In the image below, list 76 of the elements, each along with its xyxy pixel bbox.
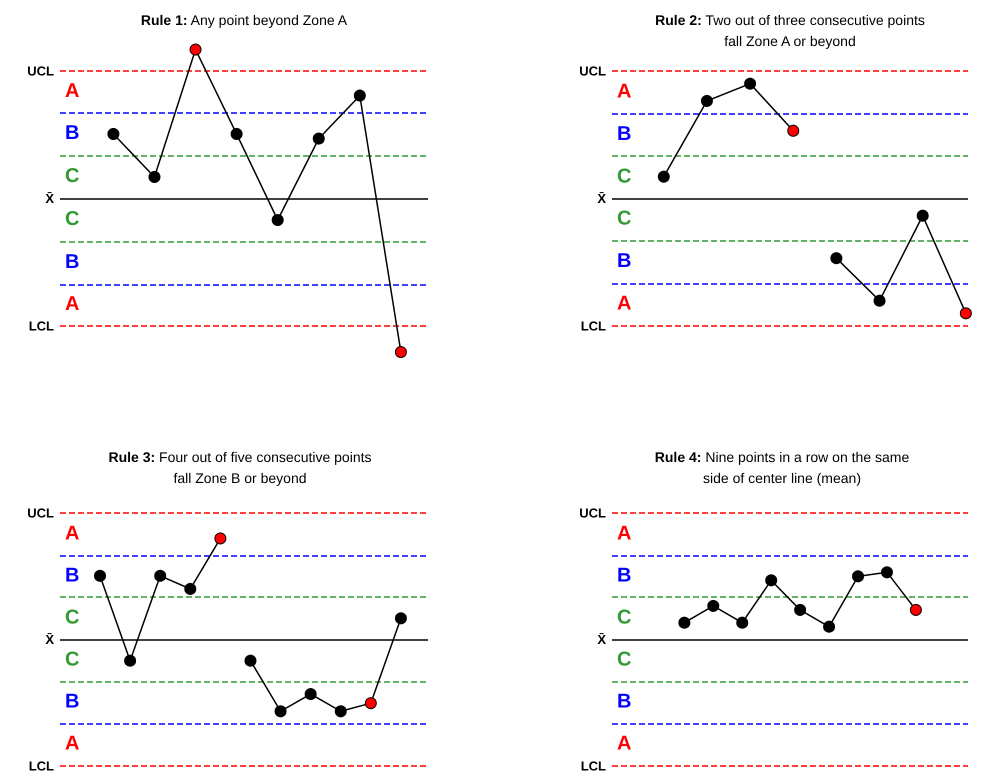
ref-line-label: X̄ (45, 191, 54, 206)
chart-title: Rule 1: Any point beyond Zone A (140, 11, 348, 30)
point (312, 132, 325, 145)
text: A (617, 522, 632, 544)
annotation: C (65, 165, 80, 187)
point (214, 532, 226, 544)
text: C (617, 606, 632, 628)
point (304, 688, 317, 700)
annotation: B (65, 122, 80, 144)
annotation: A (617, 292, 632, 315)
annotation: A (65, 293, 80, 316)
point (736, 616, 748, 629)
point (678, 616, 690, 629)
chart-title: Rule 4: Nine points in a row on the same side of center line (mean) (654, 448, 910, 488)
point (707, 600, 720, 612)
point (916, 210, 929, 222)
point (744, 78, 756, 90)
point (354, 90, 366, 102)
point (910, 604, 922, 616)
point (794, 604, 806, 616)
ref-line-label: X̄ (597, 632, 606, 647)
point (190, 44, 202, 56)
point (272, 214, 284, 226)
text: B (617, 690, 632, 713)
ref-line-label: LCL (28, 318, 54, 334)
annotation: B (617, 122, 632, 145)
ref-line-label: LCL (28, 758, 54, 774)
text: A (617, 732, 632, 755)
text: B (617, 564, 632, 586)
point (334, 705, 347, 718)
point (830, 252, 842, 264)
annotation: A (617, 80, 632, 102)
point (880, 566, 893, 578)
point (107, 128, 120, 140)
ref-line-label: UCL (579, 64, 606, 79)
annotation: C (617, 165, 632, 188)
annotation: A (65, 522, 80, 544)
ref-line-label: UCL (27, 64, 54, 79)
point (394, 346, 407, 358)
point (394, 612, 407, 624)
ref-line-label: UCL (579, 506, 606, 521)
chart-title: Rule 2: Two out of three consecutive points fall Zone A or beyond (655, 11, 925, 51)
point (700, 94, 713, 107)
annotation: B (65, 690, 80, 713)
annotation: C (617, 208, 632, 230)
annotation: A (65, 80, 80, 102)
chart-title: Rule 3: Four out of five consecutive points fall Zone B or beyond (107, 448, 373, 488)
ref-line-label: X̄ (45, 632, 54, 647)
point (852, 570, 864, 582)
point (274, 705, 287, 718)
ref-line-label: X̄ (597, 191, 606, 206)
annotation: B (617, 250, 632, 272)
text: C (617, 648, 632, 671)
point (184, 582, 196, 595)
point (658, 170, 670, 183)
point (230, 128, 243, 140)
annotation: B (65, 251, 80, 273)
annotation: B (65, 564, 80, 586)
annotation: C (65, 648, 80, 671)
point (823, 620, 836, 633)
point (148, 171, 160, 183)
point (765, 574, 778, 586)
point (874, 294, 886, 307)
point (960, 307, 972, 320)
annotation: C (65, 606, 80, 628)
point (154, 570, 166, 582)
ref-line-label: UCL (27, 506, 54, 521)
point (244, 654, 256, 667)
point (94, 570, 106, 582)
ref-line-label: LCL (580, 758, 606, 774)
annotation: C (65, 208, 80, 230)
ref-line-label: LCL (580, 318, 606, 334)
point (124, 654, 136, 667)
point (787, 124, 800, 137)
point (364, 697, 377, 710)
text: A (65, 732, 80, 755)
